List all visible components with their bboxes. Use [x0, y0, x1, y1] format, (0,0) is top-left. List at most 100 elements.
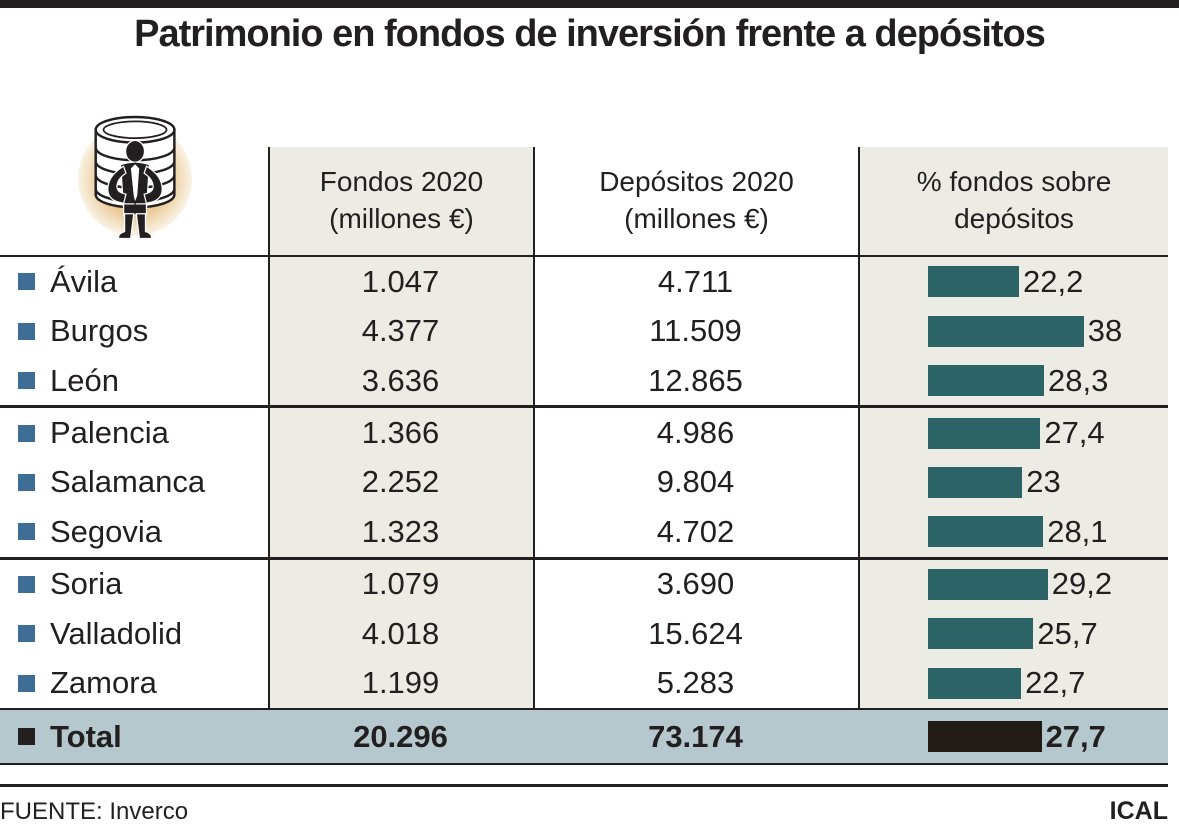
province-label-cell: Zamora: [0, 665, 268, 701]
depositos-value: 12.865: [648, 362, 743, 398]
province-label-cell: Palencia: [0, 415, 268, 451]
total-pct-cell: 27,7: [858, 719, 1168, 755]
depositos-value: 4.986: [656, 415, 735, 451]
province-name: Ávila: [50, 263, 118, 299]
table-body: Ávila 1.047 4.711 22,2 Burgos 4.377 11.509 38 Le…: [0, 257, 1168, 708]
fondos-value: 3.636: [361, 362, 440, 398]
pct-label: 25,7: [1037, 615, 1098, 651]
coins-businessman-icon: [78, 100, 196, 248]
pct-bar: [928, 516, 1044, 548]
province-label-cell: Salamanca: [0, 464, 268, 500]
pct-label: 28,1: [1047, 513, 1108, 549]
depositos-value: 5.283: [656, 665, 735, 701]
total-label-cell: Total: [0, 719, 268, 755]
fondos-value: 1.366: [361, 415, 440, 451]
bullet-icon: [18, 372, 35, 390]
province-name: Salamanca: [50, 464, 206, 500]
footer: FUENTE: Inverco ICAL: [0, 797, 1168, 826]
bullet-icon: [18, 674, 35, 692]
pct-label: 29,2: [1051, 566, 1113, 602]
fondos-value: 1.079: [361, 566, 440, 602]
pct-label: 22,2: [1023, 263, 1084, 299]
header-bottom-rule: [0, 255, 1168, 257]
pct-bar: [928, 667, 1022, 699]
total-label: Total: [50, 718, 122, 754]
bullet-icon: [18, 473, 35, 491]
table-row: Segovia 1.323 4.702 28,1: [0, 507, 1168, 556]
pct-label: 27,4: [1044, 415, 1105, 451]
table-row: Ávila 1.047 4.711 22,2: [0, 257, 1168, 306]
province-label-cell: Burgos: [0, 313, 268, 349]
bullet-icon: [18, 424, 35, 442]
column-divider: [858, 147, 860, 765]
depositos-value: 4.711: [657, 263, 734, 299]
column-divider: [268, 147, 270, 765]
table-row: Palencia 1.366 4.986 27,4: [0, 405, 1168, 457]
pct-cell: 29,2: [858, 566, 1168, 602]
table-row: Salamanca 2.252 9.804 23: [0, 458, 1168, 507]
top-rule-bar: [0, 0, 1179, 8]
pct-cell: 22,2: [858, 264, 1168, 300]
total-row: Total 20.296 73.174 27,7: [0, 708, 1168, 765]
province-name: Valladolid: [50, 615, 183, 651]
bullet-icon: [18, 625, 35, 643]
pct-label: 38: [1087, 313, 1123, 349]
bullet-icon: [18, 728, 35, 745]
fondos-value: 4.377: [361, 313, 440, 349]
fondos-value: 2.252: [361, 464, 440, 500]
province-name: León: [50, 362, 119, 398]
province-label-cell: Soria: [0, 566, 268, 602]
pct-bar: [928, 365, 1045, 397]
depositos-value: 4.702: [656, 513, 735, 549]
total-pct-bar: [928, 721, 1042, 752]
fondos-header-shade: [270, 147, 533, 255]
pct-cell: 25,7: [858, 616, 1168, 652]
fondos-value: 1.199: [361, 665, 440, 701]
province-label-cell: Ávila: [0, 264, 268, 300]
province-label-cell: León: [0, 363, 268, 399]
pct-bar: [928, 417, 1041, 449]
pct-header-shade: [860, 147, 1168, 255]
province-label-cell: Valladolid: [0, 616, 268, 652]
province-name: Soria: [50, 566, 123, 602]
chart-title: Patrimonio en fondos de inversión frente…: [134, 13, 1046, 55]
pct-cell: 22,7: [858, 665, 1168, 701]
pct-label: 22,7: [1025, 665, 1086, 701]
bullet-icon: [18, 273, 35, 291]
total-fondos-value: 20.296: [353, 718, 448, 754]
pct-cell: 28,3: [858, 363, 1168, 399]
pct-cell: 23: [858, 464, 1168, 500]
pct-cell: 27,4: [858, 415, 1168, 451]
depositos-value: 3.690: [656, 566, 735, 602]
table-row: León 3.636 12.865 28,3: [0, 356, 1168, 405]
table-row: Soria 1.079 3.690 29,2: [0, 556, 1168, 609]
bullet-icon: [18, 575, 35, 593]
column-divider: [533, 147, 535, 765]
pct-bar: [928, 568, 1048, 600]
fondos-value: 1.047: [361, 263, 440, 299]
fondos-column-shade: [270, 255, 533, 708]
table-row: Valladolid 4.018 15.624 25,7: [0, 609, 1168, 658]
province-name: Palencia: [50, 415, 169, 451]
pct-bar: [928, 315, 1084, 347]
pct-bar: [928, 618, 1034, 650]
credit-text: ICAL: [1109, 797, 1168, 825]
pct-bar: [928, 266, 1020, 298]
pct-label: 28,3: [1048, 362, 1109, 398]
total-pct-label: 27,7: [1045, 718, 1106, 754]
table-row: Burgos 4.377 11.509 38: [0, 306, 1168, 355]
source-text: FUENTE: Inverco: [0, 798, 189, 825]
province-name: Zamora: [50, 665, 157, 701]
province-label-cell: Segovia: [0, 514, 268, 550]
province-name: Segovia: [50, 513, 163, 549]
bullet-icon: [18, 322, 35, 340]
fondos-value: 4.018: [361, 615, 440, 651]
depositos-value: 9.804: [656, 464, 735, 500]
depositos-value: 11.509: [649, 313, 742, 349]
fondos-value: 1.323: [361, 513, 440, 549]
bullet-icon: [18, 523, 35, 541]
total-depositos-value: 73.174: [648, 718, 743, 754]
depositos-value: 15.624: [648, 615, 743, 651]
column-header-depositos: Depósitos 2020 (millones €): [599, 166, 794, 234]
